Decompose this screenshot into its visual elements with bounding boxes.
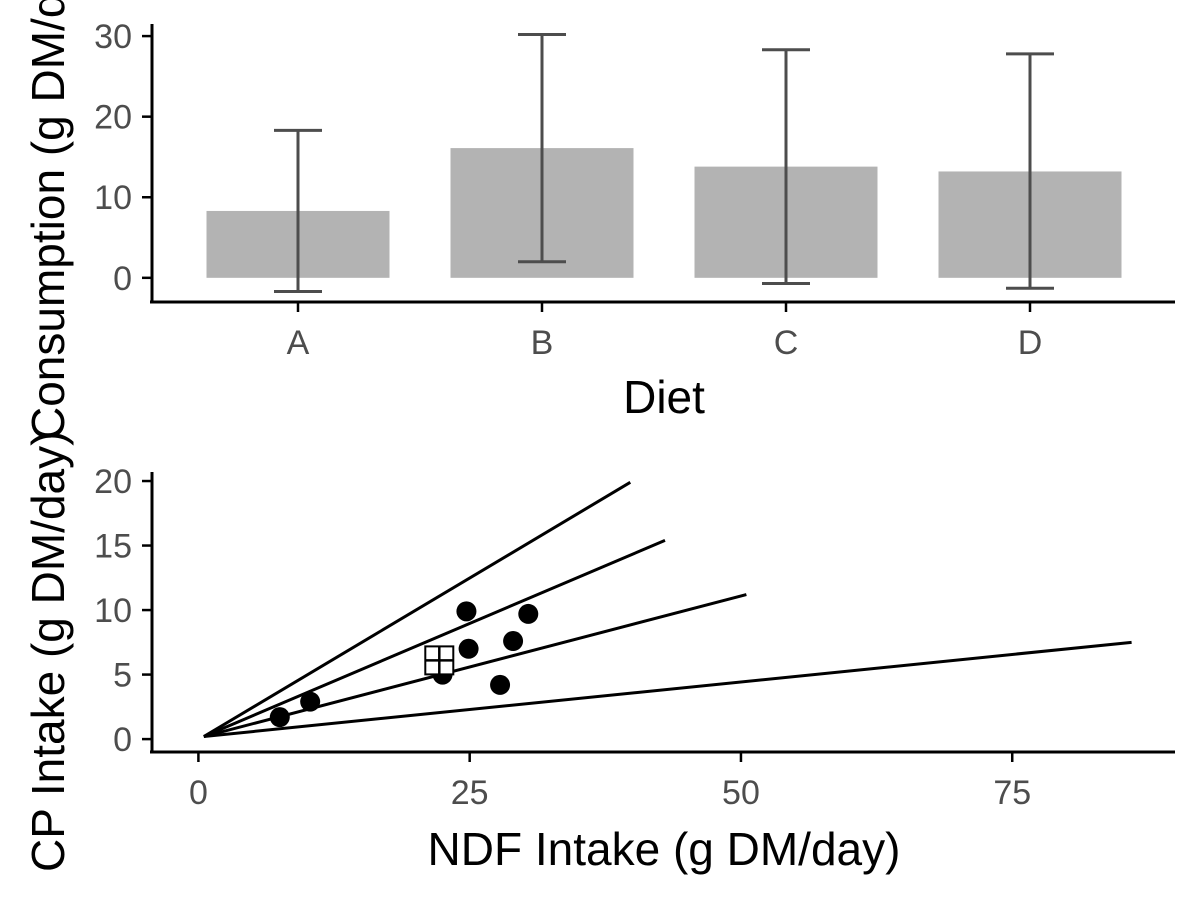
bar-y-tick-label: 20	[94, 99, 132, 137]
scatter-point	[458, 638, 479, 659]
scatter-x-tick-label: 50	[722, 774, 760, 812]
scatter-x-tick-label: 75	[993, 774, 1031, 812]
scatter-point	[456, 601, 477, 622]
scatter-y-axis-title: CP Intake (g DM/day)	[22, 431, 74, 872]
bar-chart-panel: 0 10 20 30 A B C D Diet Consumption (g DM/day)	[22, 0, 1175, 440]
bar-x-tick-label: D	[1018, 324, 1043, 362]
scatter-point	[503, 631, 524, 652]
scatter-x-tick-label: 25	[451, 774, 489, 812]
scatter-y-tick-label: 15	[94, 528, 132, 566]
scatter-y-tick-label: 0	[113, 721, 132, 759]
bar-y-axis-title: Consumption (g DM/day)	[22, 0, 74, 440]
bar-x-tick-label: B	[531, 324, 554, 362]
scatter-y-tick-label: 5	[113, 657, 132, 695]
scatter-point	[300, 691, 321, 712]
bar-x-tick-label: A	[287, 324, 310, 362]
scatter-y-tick-label: 10	[94, 592, 132, 630]
bar-x-tick-label: C	[774, 324, 799, 362]
scatter-point	[518, 603, 539, 624]
scatter-x-tick-label: 0	[189, 774, 208, 812]
bar-y-tick-label: 10	[94, 179, 132, 217]
scatter-x-axis-title: NDF Intake (g DM/day)	[428, 823, 901, 875]
mean-marker	[424, 645, 455, 676]
bar-y-tick-label: 0	[113, 260, 132, 298]
scatter-point	[490, 674, 511, 695]
scatter-y-tick-label: 20	[94, 463, 132, 501]
reference-line	[203, 593, 747, 738]
reference-line	[203, 539, 666, 738]
scatter-chart-panel: 0 5 10 15 20 0 25 50 75 NDF Intake (g DM/day) CP…	[22, 431, 1175, 875]
reference-line	[203, 481, 632, 738]
bar-x-axis-title: Diet	[623, 371, 705, 423]
reference-line	[203, 640, 1132, 739]
scatter-point	[269, 707, 290, 728]
bar-y-tick-label: 30	[94, 18, 132, 56]
